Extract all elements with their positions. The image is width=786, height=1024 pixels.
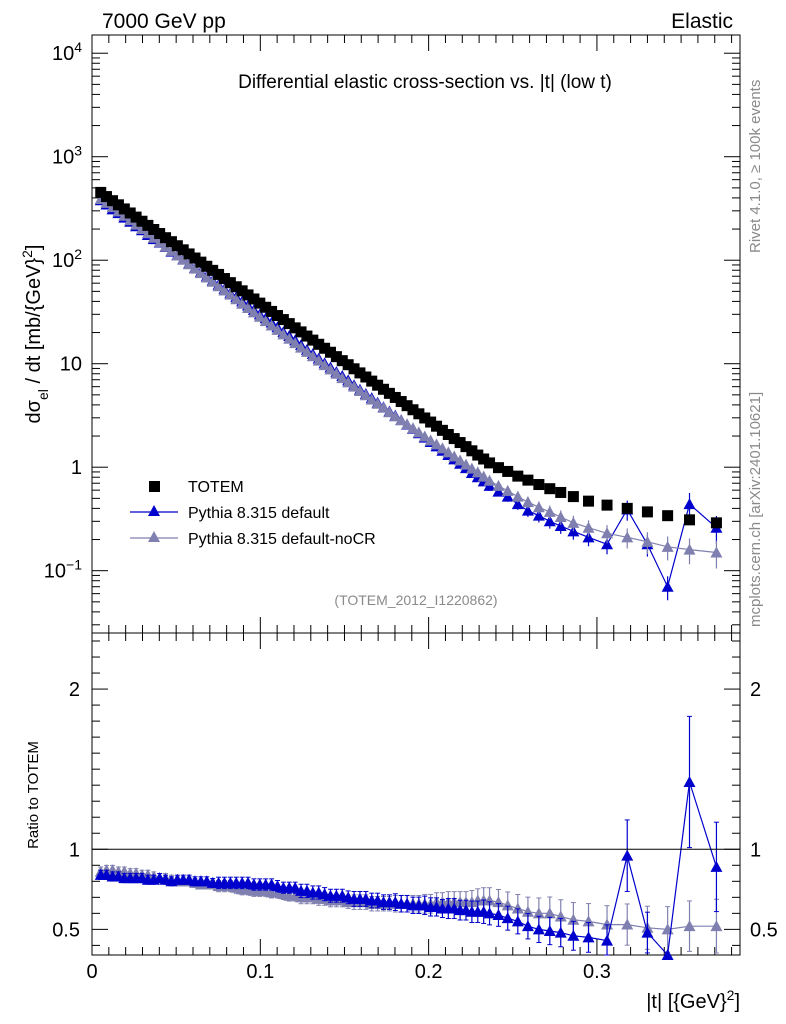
- data-point-1: [662, 581, 674, 592]
- ratio-y-tick-label-right: 2: [750, 679, 761, 701]
- data-point-2: [533, 501, 545, 512]
- data-point-totem: [622, 503, 633, 514]
- ratio-point: [621, 850, 633, 861]
- legend-label-default: Pythia 8.315 default: [188, 505, 330, 522]
- legend-label-nocr: Pythia 8.315 default-noCR: [188, 531, 376, 548]
- data-point-2: [583, 522, 595, 533]
- legend-marker-totem: [149, 481, 160, 492]
- chart-title: Differential elastic cross-section vs. |…: [238, 72, 612, 93]
- data-point-totem: [522, 475, 533, 486]
- main-y-tick-label: 1: [71, 457, 82, 479]
- data-point-totem: [512, 471, 523, 482]
- data-point-totem: [568, 491, 579, 502]
- data-point-totem: [662, 510, 673, 521]
- main-y-axis-label: dσel / dt [mb/{GeV}2]: [19, 245, 51, 424]
- data-point-2: [601, 527, 613, 538]
- ratio-y-tick-label-right: 1: [750, 839, 761, 861]
- plot-canvas: 7000 GeV pp Elastic Differential elastic…: [0, 0, 786, 1024]
- ratio-y-axis-label: Ratio to TOTEM: [25, 741, 42, 849]
- x-axis-label: |t| [{GeV}2]: [646, 987, 740, 1013]
- x-tick-label: 0: [86, 961, 97, 983]
- data-point-totem: [642, 506, 653, 517]
- data-point-totem: [502, 466, 513, 477]
- header-right: Elastic: [671, 10, 733, 33]
- legend-marker-default: [148, 505, 160, 516]
- data-point-2: [522, 496, 534, 507]
- main-y-tick-label: 104: [52, 39, 82, 65]
- ratio-y-tick-label-left: 2: [69, 679, 80, 701]
- legend: TOTEM Pythia 8.315 default Pythia 8.315 …: [130, 479, 376, 548]
- data-point-totem: [711, 517, 722, 528]
- header-left: 7000 GeV pp: [102, 10, 226, 33]
- ratio-point: [522, 920, 534, 931]
- main-y-tick-label: 102: [52, 246, 82, 272]
- ratio-y-tick-label-left: 0.5: [52, 919, 80, 941]
- ratio-point: [533, 923, 545, 934]
- analysis-watermark: (TOTEM_2012_I1220862): [334, 592, 497, 608]
- legend-marker-nocr: [148, 531, 160, 542]
- legend-label-totem: TOTEM: [188, 479, 244, 496]
- ratio-y-tick-label-right: 0.5: [750, 919, 778, 941]
- data-point-totem: [544, 483, 555, 494]
- ratio-y-tick-label-left: 1: [69, 839, 80, 861]
- ratio-point: [502, 912, 514, 923]
- mcplots-source-note: mcplots.cern.ch [arXiv:2401.10621]: [747, 392, 764, 627]
- main-y-tick-label: 103: [52, 143, 82, 169]
- main-y-tick-label: 10−1: [44, 557, 82, 583]
- data-point-2: [544, 506, 556, 517]
- x-tick-label: 0.3: [583, 961, 611, 983]
- data-point-totem: [555, 487, 566, 498]
- x-tick-label: 0.1: [246, 961, 274, 983]
- data-point-totem: [602, 500, 613, 511]
- data-point-totem: [684, 514, 695, 525]
- data-point-2: [567, 517, 579, 528]
- ratio-point: [684, 776, 696, 787]
- data-point-2: [555, 511, 567, 522]
- ratio-data-layer: [95, 716, 723, 960]
- ratio-point: [512, 915, 524, 926]
- data-point-1: [684, 498, 696, 509]
- x-tick-labels: 0 0.1 0.2 0.3: [86, 961, 610, 983]
- data-point-totem: [583, 496, 594, 507]
- data-point-totem: [533, 479, 544, 490]
- x-tick-label: 0.2: [415, 961, 443, 983]
- main-y-tick-label: 10: [60, 354, 82, 376]
- data-point-2: [512, 491, 524, 502]
- ratio-point: [710, 861, 722, 872]
- rivet-version-note: Rivet 4.1.0, ≥ 100k events: [747, 80, 764, 253]
